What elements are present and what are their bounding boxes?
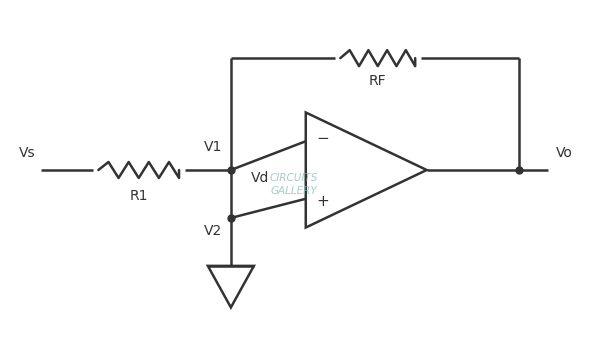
Text: V1: V1: [204, 140, 222, 154]
Text: RF: RF: [369, 74, 386, 88]
Text: Vo: Vo: [556, 147, 573, 160]
Text: Vs: Vs: [19, 147, 35, 160]
Text: Vd: Vd: [251, 171, 269, 185]
Text: −: −: [317, 131, 329, 146]
Text: CIRCUITS
GALLERY: CIRCUITS GALLERY: [270, 173, 319, 196]
Text: +: +: [317, 194, 329, 209]
Text: V2: V2: [204, 224, 222, 238]
Text: R1: R1: [130, 189, 148, 203]
